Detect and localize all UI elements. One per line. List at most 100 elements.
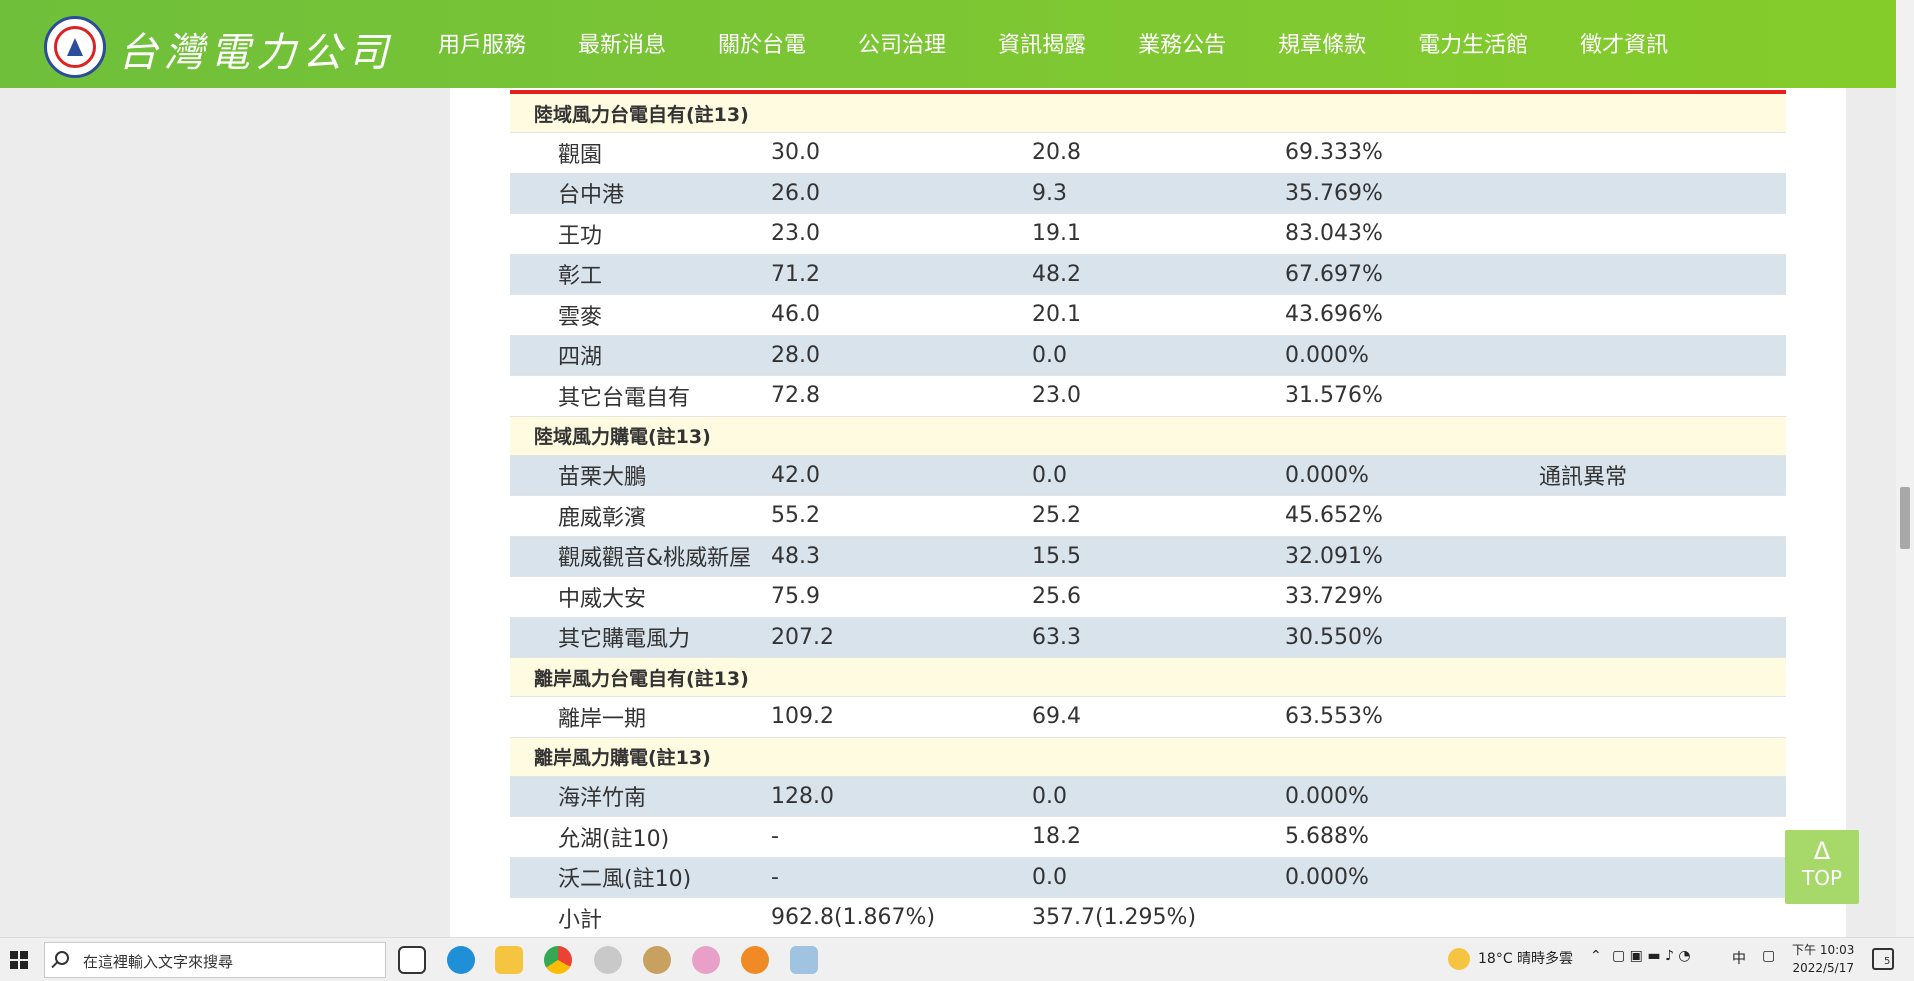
cell-name: 其它台電自有 bbox=[558, 385, 691, 411]
cell-capacity: 55.2 bbox=[771, 503, 820, 529]
app-compass-icon[interactable] bbox=[594, 946, 622, 974]
nav-item[interactable]: 電力生活館 bbox=[1418, 33, 1529, 58]
search-icon bbox=[55, 951, 69, 965]
windows-start-icon[interactable] bbox=[10, 951, 28, 969]
cell-output: 0.0 bbox=[1032, 783, 1067, 809]
cell-output: 23.0 bbox=[1032, 383, 1081, 409]
table-top-rule bbox=[510, 90, 1786, 94]
category-row: 離岸風力購電(註13) bbox=[510, 737, 1786, 777]
blender-icon[interactable] bbox=[741, 946, 769, 974]
cell-capacity: - bbox=[771, 824, 779, 850]
cell-note: 通訊異常 bbox=[1539, 465, 1628, 491]
category-row: 陸域風力購電(註13) bbox=[510, 416, 1786, 456]
taipower-logo[interactable] bbox=[44, 16, 106, 78]
table-row: 四湖 28.0 0.0 0.000% bbox=[510, 335, 1786, 376]
table-row: 台中港 26.0 9.3 35.769% bbox=[510, 173, 1786, 214]
task-view-icon[interactable] bbox=[398, 946, 426, 974]
cell-name: 觀園 bbox=[558, 142, 603, 168]
table-row: 沃二風(註10) - 0.0 0.000% bbox=[510, 857, 1786, 898]
cell-ratio: 0.000% bbox=[1285, 462, 1369, 488]
back-to-top-button[interactable]: Δ TOP bbox=[1785, 830, 1859, 904]
cell-ratio: 33.729% bbox=[1285, 584, 1383, 610]
cell-output: 9.3 bbox=[1032, 180, 1067, 206]
back-to-top-label: TOP bbox=[1801, 866, 1843, 890]
brand-name[interactable]: 台灣電力公司 bbox=[118, 30, 394, 76]
page-scrollbar[interactable] bbox=[1896, 0, 1914, 937]
cell-name: 苗栗大鵬 bbox=[558, 465, 647, 491]
cell-name: 允湖(註10) bbox=[558, 826, 670, 852]
cell-output: 20.1 bbox=[1032, 302, 1081, 328]
category-title: 離岸風力購電(註13) bbox=[534, 747, 711, 769]
cell-capacity: 75.9 bbox=[771, 584, 820, 610]
table-row: 鹿威彰濱 55.2 25.2 45.652% bbox=[510, 496, 1786, 537]
cell-ratio: 31.576% bbox=[1285, 383, 1383, 409]
nav-item[interactable]: 關於台電 bbox=[718, 33, 807, 58]
cell-ratio: 63.553% bbox=[1285, 704, 1383, 730]
cell-name: 其它購電風力 bbox=[558, 627, 691, 653]
nav-item[interactable]: 資訊揭露 bbox=[972, 0, 1112, 102]
nav-item[interactable]: 公司治理 bbox=[858, 33, 947, 58]
category-title: 陸域風力台電自有(註13) bbox=[534, 103, 749, 126]
cell-capacity: 42.0 bbox=[771, 462, 820, 488]
cell-ratio: 67.697% bbox=[1285, 261, 1383, 287]
cell-capacity: 46.0 bbox=[771, 302, 820, 328]
cell-ratio: 0.000% bbox=[1285, 783, 1369, 809]
cell-ratio: 0.000% bbox=[1285, 342, 1369, 368]
cell-ratio: 45.652% bbox=[1285, 503, 1383, 529]
cell-ratio: 30.550% bbox=[1285, 624, 1383, 650]
category-row: 陸域風力台電自有(註13) bbox=[510, 94, 1786, 133]
file-explorer-icon[interactable] bbox=[495, 946, 523, 974]
main-nav: 用戶服務 最新消息 關於台電 公司治理 資訊揭露 業務公告 規章條款 電力生活館 徵才資訊 bbox=[412, 0, 1694, 102]
cell-name: 沃二風(註10) bbox=[558, 867, 692, 893]
app-window-icon[interactable] bbox=[790, 946, 818, 974]
tray-icons[interactable]: ▢ ▣ ▬ ♪ ◔ bbox=[1612, 948, 1691, 964]
table-row: 彰工 71.2 48.2 67.697% bbox=[510, 254, 1786, 295]
site-header: 台灣電力公司 用戶服務 最新消息 關於台電 公司治理 資訊揭露 業務公告 規章條款 電力生活館… bbox=[0, 0, 1896, 102]
cell-capacity: 962.8(1.867%) bbox=[771, 905, 936, 931]
up-arrow-icon: Δ bbox=[1813, 837, 1831, 865]
notification-center-icon[interactable]: 5 bbox=[1872, 948, 1894, 970]
windows-taskbar: 在這裡輸入文字來搜尋 18°C 晴時多雲 ⌃ ▢ ▣ ▬ ♪ ◔ 中 ▢ 下午 … bbox=[0, 937, 1914, 981]
cell-name: 王功 bbox=[558, 223, 603, 249]
nav-item[interactable]: 用戶服務 bbox=[438, 33, 527, 58]
nav-item[interactable]: 業務公告 bbox=[1138, 33, 1227, 58]
cell-ratio: 32.091% bbox=[1285, 543, 1383, 569]
cell-capacity: 28.0 bbox=[771, 342, 820, 368]
app-character-icon[interactable] bbox=[643, 946, 671, 974]
table-row: 雲麥 46.0 20.1 43.696% bbox=[510, 295, 1786, 336]
logo-emblem-icon bbox=[67, 38, 83, 56]
edge-browser-icon[interactable] bbox=[447, 946, 475, 974]
nav-item[interactable]: 徵才資訊 bbox=[1580, 33, 1669, 58]
cell-output: 69.4 bbox=[1032, 704, 1081, 730]
cell-capacity: - bbox=[771, 864, 779, 890]
cell-ratio: 0.000% bbox=[1285, 864, 1369, 890]
category-title: 陸域風力購電(註13) bbox=[534, 426, 711, 448]
scrollbar-thumb[interactable] bbox=[1900, 487, 1910, 549]
cell-capacity: 30.0 bbox=[771, 140, 820, 166]
weather-icon bbox=[1448, 948, 1470, 970]
ime-indicator[interactable]: 中 bbox=[1732, 951, 1746, 967]
cell-ratio: 43.696% bbox=[1285, 302, 1383, 328]
cell-name: 小計 bbox=[558, 907, 603, 933]
cell-output: 0.0 bbox=[1032, 462, 1067, 488]
chrome-browser-icon[interactable] bbox=[544, 946, 572, 974]
cell-output: 63.3 bbox=[1032, 624, 1081, 650]
table-row: 離岸一期 109.2 69.4 63.553% bbox=[510, 697, 1786, 738]
taskbar-clock[interactable]: 下午 10:03 2022/5/17 bbox=[1792, 941, 1854, 977]
table-row: 小計 962.8(1.867%) 357.7(1.295%) bbox=[510, 898, 1786, 939]
nav-item[interactable]: 規章條款 bbox=[1278, 33, 1367, 58]
clock-time: 下午 10:03 bbox=[1792, 943, 1855, 957]
cell-output: 15.5 bbox=[1032, 543, 1081, 569]
app-paint-icon[interactable] bbox=[692, 946, 720, 974]
clock-date: 2022/5/17 bbox=[1792, 961, 1854, 975]
cell-ratio: 69.333% bbox=[1285, 140, 1383, 166]
search-placeholder: 在這裡輸入文字來搜尋 bbox=[83, 953, 234, 971]
nav-item[interactable]: 最新消息 bbox=[578, 33, 667, 58]
show-hidden-icons-icon[interactable]: ⌃ bbox=[1590, 948, 1602, 964]
cell-output: 25.2 bbox=[1032, 503, 1081, 529]
cell-output: 25.6 bbox=[1032, 584, 1081, 610]
ime-mode-icon[interactable]: ▢ bbox=[1762, 948, 1776, 964]
cell-capacity: 128.0 bbox=[771, 783, 834, 809]
weather-text[interactable]: 18°C 晴時多雲 bbox=[1478, 951, 1574, 967]
taskbar-search-box[interactable]: 在這裡輸入文字來搜尋 bbox=[44, 942, 386, 978]
